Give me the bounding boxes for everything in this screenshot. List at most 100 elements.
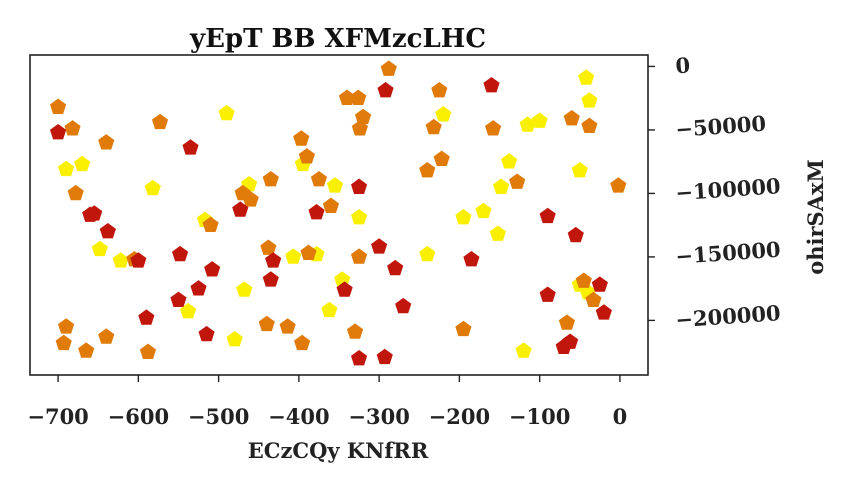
yellow-point-30 (578, 69, 595, 85)
red-point-16 (336, 281, 353, 297)
x-tick-label: 0 (613, 404, 628, 429)
orange-point-19 (294, 334, 311, 351)
red-point-22 (387, 259, 404, 276)
chart-title: yEpT BB XFMzcLHC (189, 24, 486, 54)
yellow-point-24 (501, 153, 518, 169)
y-tick-label: −50000 (675, 111, 767, 142)
y-tick-label: −200000 (675, 300, 782, 332)
red-point-30 (562, 333, 579, 349)
orange-point-24 (338, 89, 356, 106)
yellow-point-28 (571, 162, 588, 178)
orange-point-32 (431, 82, 448, 98)
orange-point-38 (575, 272, 592, 288)
orange-point-3 (64, 120, 81, 136)
orange-point-11 (202, 216, 219, 233)
yellow-point-1 (74, 155, 91, 172)
yellow-point-17 (350, 209, 368, 225)
red-point-5 (138, 309, 155, 325)
orange-point-20 (298, 148, 315, 164)
yellow-point-18 (419, 245, 436, 262)
yellow-point-21 (475, 202, 492, 219)
red-point-25 (483, 76, 500, 93)
orange-point-15 (260, 239, 277, 255)
orange-point-39 (581, 117, 598, 133)
yellow-point-31 (581, 92, 598, 108)
orange-point-21 (300, 244, 317, 260)
red-point-2 (86, 205, 103, 221)
x-axis-ticks: −700 −600 −500 −400 −300 −200 −100 0 (27, 375, 627, 429)
yellow-point-4 (144, 179, 161, 196)
red-point-4 (130, 252, 147, 268)
orange-point-10 (151, 113, 169, 130)
yellow-point-19 (435, 106, 452, 122)
yellow-point-14 (321, 301, 338, 318)
red-point-21 (377, 82, 394, 98)
x-tick-label: −300 (348, 404, 409, 429)
red-point-12 (232, 201, 249, 217)
yellow-point-23 (493, 178, 510, 194)
red-point-27 (539, 286, 556, 302)
x-tick-label: −100 (509, 404, 570, 429)
red-point-0 (50, 123, 67, 140)
red-point-6 (170, 291, 187, 307)
orange-point-5 (78, 342, 95, 358)
x-tick-label: −700 (27, 404, 88, 429)
y-axis-label: ohirSAxM (803, 159, 828, 275)
yellow-point-22 (489, 225, 506, 241)
red-point-7 (172, 245, 189, 262)
red-point-17 (350, 178, 368, 194)
red-point-20 (376, 348, 393, 365)
orange-point-0 (50, 98, 67, 114)
x-tick-label: −400 (268, 404, 329, 429)
yellow-point-0 (58, 160, 75, 177)
x-tick-label: −600 (108, 404, 169, 429)
orange-point-31 (425, 118, 442, 135)
orange-point-1 (55, 334, 72, 351)
orange-point-16 (262, 170, 279, 187)
yellow-point-7 (218, 104, 235, 121)
orange-point-36 (509, 173, 526, 189)
orange-point-23 (322, 197, 340, 213)
yellow-point-26 (531, 112, 548, 128)
orange-point-17 (279, 318, 296, 334)
y-tick-label: −150000 (675, 237, 782, 269)
plot-frame (29, 54, 649, 376)
x-tick-label: −200 (429, 404, 490, 429)
red-point-9 (190, 280, 207, 296)
yellow-point-5 (180, 303, 197, 319)
orange-point-9 (139, 343, 157, 360)
orange-point-25 (350, 89, 367, 106)
orange-point-35 (485, 120, 502, 136)
red-point-28 (567, 226, 584, 243)
orange-point-42 (610, 177, 627, 193)
x-axis-label: ECzCQy KNfRR (248, 438, 429, 463)
red-point-11 (204, 261, 221, 277)
yellow-point-15 (326, 177, 344, 193)
red-point-15 (308, 203, 325, 220)
red-point-32 (595, 304, 612, 320)
orange-point-22 (310, 170, 328, 187)
yellow-point-27 (515, 342, 532, 358)
orange-point-28 (350, 248, 368, 264)
x-tick-label: −500 (188, 404, 249, 429)
red-point-10 (198, 325, 215, 342)
y-tick-label: −100000 (675, 173, 782, 205)
orange-point-43 (380, 60, 397, 76)
orange-point-18 (293, 130, 310, 146)
yellow-point-9 (236, 281, 253, 297)
yellow-point-11 (285, 248, 302, 264)
orange-point-40 (585, 291, 602, 307)
orange-point-2 (58, 318, 75, 334)
orange-point-37 (563, 109, 580, 126)
red-point-18 (350, 349, 368, 366)
red-point-26 (539, 207, 556, 224)
red-point-13 (262, 271, 279, 287)
red-point-24 (463, 250, 480, 267)
yellow-point-3 (112, 252, 129, 268)
orange-point-30 (419, 162, 436, 178)
y-axis-ticks: 0 −50000 −100000 −150000 −200000 (648, 52, 781, 332)
red-point-23 (395, 297, 412, 314)
y-tick-label: 0 (675, 52, 691, 78)
red-point-3 (99, 223, 116, 239)
